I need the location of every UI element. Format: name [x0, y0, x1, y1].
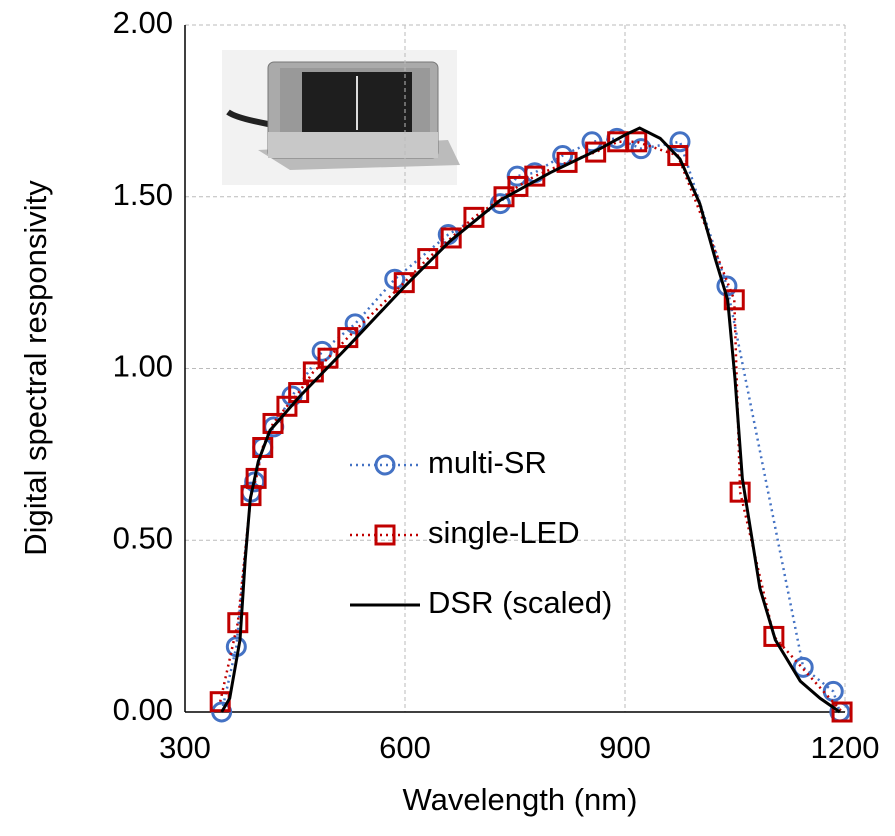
point — [585, 141, 607, 163]
point — [669, 131, 691, 153]
y-tick-label: 1.00 — [113, 349, 173, 384]
y-tick-label: 0.50 — [113, 520, 173, 555]
point — [630, 138, 652, 160]
point — [262, 412, 284, 434]
point — [393, 272, 415, 294]
point — [729, 481, 751, 503]
legend-label: multi-SR — [428, 445, 547, 480]
point — [344, 313, 366, 335]
y-tick-label: 0.00 — [113, 692, 173, 727]
point — [831, 701, 853, 723]
series-line — [220, 137, 842, 713]
point — [463, 206, 485, 228]
legend-marker — [374, 454, 396, 476]
point — [489, 193, 511, 215]
x-axis-title: Wavelength (nm) — [403, 782, 638, 817]
point — [417, 248, 439, 270]
point — [626, 131, 648, 153]
x-tick-label: 1200 — [811, 730, 880, 765]
x-tick-label: 900 — [599, 730, 651, 765]
point — [667, 145, 689, 167]
point — [227, 612, 249, 634]
point — [556, 151, 578, 173]
point — [440, 227, 462, 249]
point — [552, 145, 574, 167]
point — [288, 382, 310, 404]
series-line — [218, 140, 843, 713]
y-axis-title: Digital spectral responsivity — [18, 180, 53, 556]
series-line — [220, 126, 841, 714]
point — [252, 437, 274, 459]
point — [276, 395, 298, 417]
x-tick-label: 300 — [159, 730, 211, 765]
point — [763, 625, 785, 647]
sensor-photo — [222, 50, 460, 185]
point — [311, 340, 333, 362]
legend-label: single-LED — [428, 515, 580, 550]
x-tick-label: 600 — [379, 730, 431, 765]
legend-marker — [374, 524, 396, 546]
point — [723, 289, 745, 311]
legend-label: DSR (scaled) — [428, 585, 612, 620]
y-tick-label: 2.00 — [113, 5, 173, 40]
y-tick-label: 1.50 — [113, 177, 173, 212]
point — [792, 656, 814, 678]
